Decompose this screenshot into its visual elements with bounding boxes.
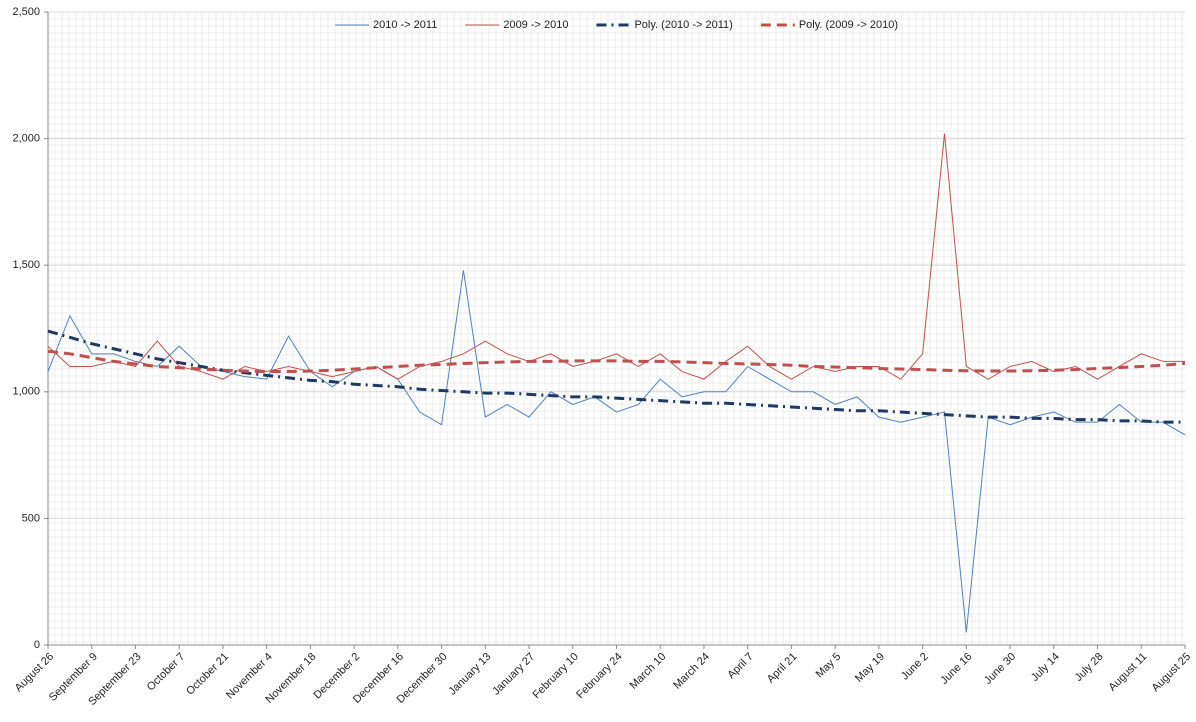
x-tick-label: February 10 — [531, 651, 581, 701]
legend-label: Poly. (2009 -> 2010) — [799, 19, 898, 31]
x-tick-label: August 26 — [13, 651, 57, 695]
legend-item: 2010 -> 2011 — [335, 19, 437, 31]
legend-item: Poly. (2010 -> 2011) — [596, 19, 733, 31]
y-tick-label: 1,500 — [12, 259, 40, 271]
x-tick-label: August 25 — [1150, 651, 1194, 695]
x-tick-label: July 28 — [1073, 651, 1106, 684]
x-tick-label: August 11 — [1107, 651, 1150, 694]
x-tick-label: January 27 — [490, 651, 537, 698]
x-tick-label: April 21 — [765, 651, 800, 686]
x-tick-label: October 7 — [145, 651, 188, 694]
legend-item: Poly. (2009 -> 2010) — [760, 19, 898, 31]
y-tick-label: 500 — [22, 512, 40, 524]
series-line — [47, 270, 1186, 633]
x-tick-label: May 5 — [814, 651, 844, 681]
x-tick-label: May 19 — [853, 651, 887, 685]
x-tick-label: February 24 — [574, 651, 624, 701]
series-line — [47, 349, 1186, 374]
y-tick-label: 2,000 — [12, 133, 40, 145]
x-tick-label: June 30 — [982, 651, 1018, 687]
x-tick-label: October 21 — [184, 651, 231, 698]
x-tick-label: March 24 — [671, 651, 712, 692]
x-tick-label: March 10 — [627, 651, 668, 692]
x-tick-label: July 14 — [1029, 651, 1062, 684]
x-tick-label: April 7 — [725, 651, 756, 682]
legend-label: Poly. (2010 -> 2011) — [634, 19, 732, 31]
y-tick-label: 0 — [34, 639, 40, 651]
legend-label: 2009 -> 2010 — [503, 19, 568, 31]
y-tick-label: 1,000 — [12, 386, 40, 398]
y-tick-label: 2,500 — [12, 6, 40, 18]
legend-item: 2009 -> 2010 — [465, 19, 568, 31]
x-tick-label: June 16 — [938, 651, 974, 687]
series-line — [47, 133, 1185, 380]
legend: 2010 -> 2011 2009 -> 2010 Poly. (2010 -> 2… — [335, 19, 898, 31]
x-tick-label: June 2 — [899, 651, 931, 683]
x-tick-label: January 13 — [447, 651, 494, 698]
series-line — [47, 329, 1185, 424]
legend-label: 2010 -> 2011 — [373, 19, 437, 31]
